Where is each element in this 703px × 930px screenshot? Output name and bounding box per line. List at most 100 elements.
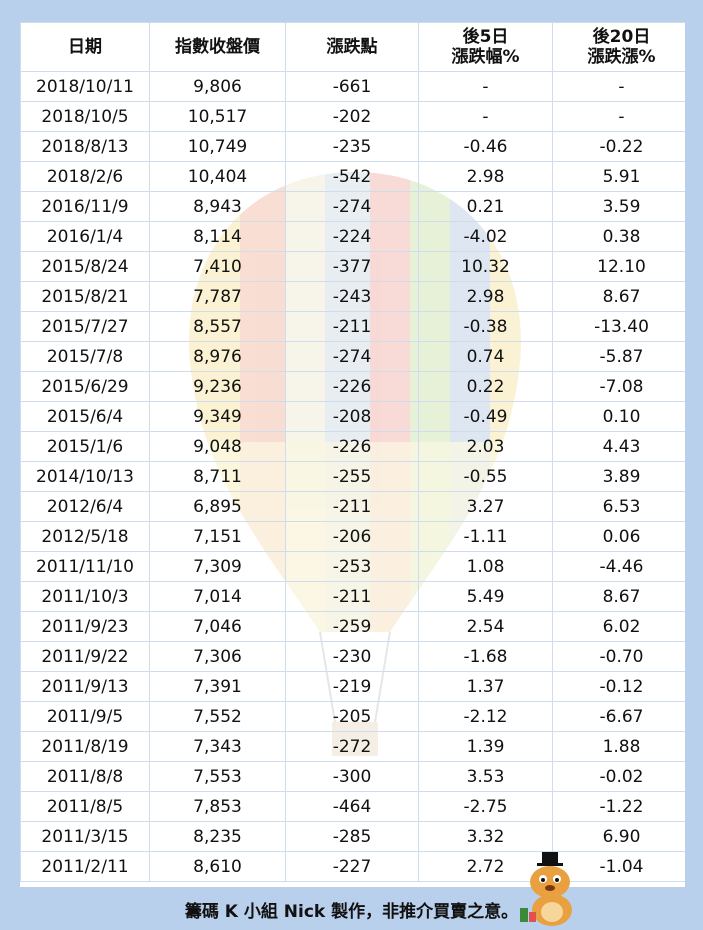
cell-change-points: -272: [285, 731, 419, 762]
data-table: 日期 指數收盤價 漲跌點 後5日 漲跌幅% 後20日 漲跌漲% 2018/10/…: [20, 22, 685, 882]
cell-change-points: -285: [285, 821, 419, 852]
cell-close-price: 7,787: [149, 281, 286, 312]
cell-change-points: -542: [285, 161, 419, 192]
cell-20day-change: -1.22: [552, 791, 685, 822]
cell-20day-change: -6.67: [552, 701, 685, 732]
cell-20day-change: 0.10: [552, 401, 685, 432]
header-row: 日期 指數收盤價 漲跌點 後5日 漲跌幅% 後20日 漲跌漲%: [20, 22, 685, 72]
cell-change-points: -219: [285, 671, 419, 702]
cell-20day-change: -7.08: [552, 371, 685, 402]
cell-5day-change: -0.55: [418, 461, 553, 492]
cell-20day-change: -0.70: [552, 641, 685, 672]
cell-20day-change: 8.67: [552, 281, 685, 312]
cell-change-points: -211: [285, 581, 419, 612]
cell-close-price: 8,114: [149, 221, 286, 252]
cell-close-price: 7,553: [149, 761, 286, 792]
table-row: 2014/10/13 8,711 -255 -0.55 3.89: [20, 461, 685, 492]
cell-20day-change: -0.02: [552, 761, 685, 792]
cell-date: 2018/10/11: [20, 71, 150, 102]
cell-5day-change: 10.32: [418, 251, 553, 282]
cell-change-points: -205: [285, 701, 419, 732]
table-row: 2011/10/3 7,014 -211 5.49 8.67: [20, 581, 685, 612]
cell-close-price: 9,349: [149, 401, 286, 432]
cell-date: 2011/9/5: [20, 701, 150, 732]
cell-date: 2011/9/13: [20, 671, 150, 702]
cell-date: 2015/8/21: [20, 281, 150, 312]
cell-20day-change: -: [552, 101, 685, 132]
cell-20day-change: 12.10: [552, 251, 685, 282]
cell-5day-change: 1.39: [418, 731, 553, 762]
cell-date: 2011/9/23: [20, 611, 150, 642]
cell-close-price: 7,552: [149, 701, 286, 732]
cell-5day-change: 3.53: [418, 761, 553, 792]
cell-change-points: -464: [285, 791, 419, 822]
table-row: 2011/9/5 7,552 -205 -2.12 -6.67: [20, 701, 685, 732]
table-row: 2012/6/4 6,895 -211 3.27 6.53: [20, 491, 685, 522]
cell-5day-change: 3.27: [418, 491, 553, 522]
cell-change-points: -661: [285, 71, 419, 102]
cell-20day-change: 8.67: [552, 581, 685, 612]
cell-20day-change: 6.90: [552, 821, 685, 852]
cell-change-points: -206: [285, 521, 419, 552]
cell-5day-change: -0.38: [418, 311, 553, 342]
cell-close-price: 8,235: [149, 821, 286, 852]
mascot-icon: [520, 852, 572, 926]
cell-close-price: 7,309: [149, 551, 286, 582]
table-row: 2011/9/13 7,391 -219 1.37 -0.12: [20, 671, 685, 702]
cell-close-price: 7,853: [149, 791, 286, 822]
table-row: 2018/10/11 9,806 -661- -: [20, 71, 685, 102]
cell-5day-change: 0.74: [418, 341, 553, 372]
cell-date: 2018/10/5: [20, 101, 150, 132]
cell-close-price: 7,343: [149, 731, 286, 762]
cell-close-price: 8,711: [149, 461, 286, 492]
cell-date: 2015/8/24: [20, 251, 150, 282]
cell-5day-change: -: [418, 101, 553, 132]
cell-date: 2011/9/22: [20, 641, 150, 672]
header-close-price: 指數收盤價: [149, 22, 286, 72]
cell-date: 2015/6/4: [20, 401, 150, 432]
cell-date: 2011/8/8: [20, 761, 150, 792]
cell-date: 2011/2/11: [20, 851, 150, 882]
cell-change-points: -259: [285, 611, 419, 642]
cell-close-price: 7,410: [149, 251, 286, 282]
cell-date: 2015/7/8: [20, 341, 150, 372]
cell-close-price: 7,306: [149, 641, 286, 672]
cell-change-points: -253: [285, 551, 419, 582]
cell-change-points: -235: [285, 131, 419, 162]
table-row: 2015/6/4 9,349 -208 -0.49 0.10: [20, 401, 685, 432]
cell-close-price: 7,046: [149, 611, 286, 642]
cell-date: 2011/11/10: [20, 551, 150, 582]
header-change-points: 漲跌點: [285, 22, 419, 72]
cell-date: 2012/6/4: [20, 491, 150, 522]
cell-change-points: -226: [285, 371, 419, 402]
cell-date: 2015/1/6: [20, 431, 150, 462]
table-row: 2011/8/8 7,553 -300 3.53 -0.02: [20, 761, 685, 792]
cell-date: 2011/10/3: [20, 581, 150, 612]
cell-change-points: -255: [285, 461, 419, 492]
cell-5day-change: 3.32: [418, 821, 553, 852]
cell-close-price: 8,943: [149, 191, 286, 222]
cell-close-price: 8,610: [149, 851, 286, 882]
table-row: 2011/8/5 7,853 -464 -2.75 -1.22: [20, 791, 685, 822]
cell-5day-change: 1.37: [418, 671, 553, 702]
cell-20day-change: 6.53: [552, 491, 685, 522]
table-row: 2016/1/4 8,114 -224 -4.02 0.38: [20, 221, 685, 252]
table-row: 2015/7/8 8,976 -274 0.74 -5.87: [20, 341, 685, 372]
cell-date: 2018/8/13: [20, 131, 150, 162]
cell-20day-change: -0.22: [552, 131, 685, 162]
cell-5day-change: 2.54: [418, 611, 553, 642]
cell-change-points: -274: [285, 341, 419, 372]
cell-change-points: -211: [285, 311, 419, 342]
cell-close-price: 6,895: [149, 491, 286, 522]
footer-note: 籌碼 K 小組 Nick 製作，非推介買賣之意。: [184, 902, 519, 922]
header-5day-change: 後5日 漲跌幅%: [418, 22, 553, 72]
cell-date: 2011/3/15: [20, 821, 150, 852]
cell-date: 2014/10/13: [20, 461, 150, 492]
data-table-panel: 日期 指數收盤價 漲跌點 後5日 漲跌幅% 後20日 漲跌漲% 2018/10/…: [20, 22, 685, 887]
cell-20day-change: 3.89: [552, 461, 685, 492]
table-row: 2011/2/11 8,610 -227 2.72 -1.04: [20, 851, 685, 882]
cell-5day-change: -2.75: [418, 791, 553, 822]
cell-5day-change: 2.98: [418, 161, 553, 192]
cell-5day-change: 1.08: [418, 551, 553, 582]
cell-close-price: 7,151: [149, 521, 286, 552]
